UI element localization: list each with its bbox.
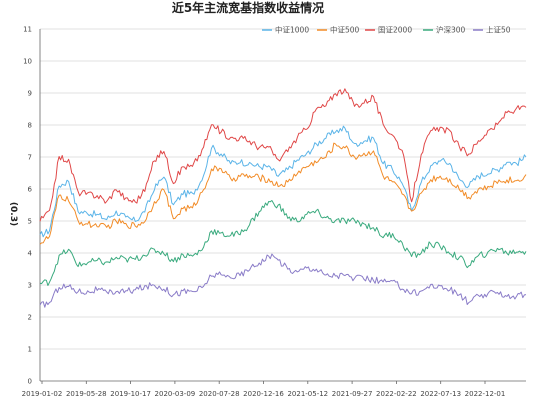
series-line-3 xyxy=(39,88,527,222)
y-tick-label: 8 xyxy=(28,122,32,130)
y-tick-label: 9 xyxy=(28,90,32,98)
y-tick-label: 10 xyxy=(23,58,32,66)
y-tick-label: 4 xyxy=(28,250,33,258)
x-tick-label: 2019-01-02 xyxy=(22,390,63,398)
series-line-1 xyxy=(39,125,527,238)
x-tick-label: 2021-09-27 xyxy=(332,390,373,398)
legend-label: 国证2000 xyxy=(378,26,412,35)
x-tick-label: 2020-12-16 xyxy=(243,390,284,398)
y-tick-label: 11 xyxy=(23,26,32,34)
x-tick-label: 2019-05-28 xyxy=(66,390,107,398)
y-tick-label: 2 xyxy=(28,314,32,322)
y-tick-label: 3 xyxy=(28,282,32,290)
y-axis-label: (0.3) xyxy=(8,202,18,226)
x-tick-label: 2020-03-09 xyxy=(155,390,196,398)
legend-label: 中证500 xyxy=(330,25,360,35)
axes: 0 1 2 3 4 5 6 7 8 9 10 11 2019-01-02 2019-05-28 2019-1… xyxy=(22,26,526,398)
series-line-5 xyxy=(39,253,527,308)
series-line-2 xyxy=(39,142,527,245)
x-tick-label: 2019-10-17 xyxy=(110,390,151,398)
legend-label: 上证50 xyxy=(486,26,511,35)
series-lines xyxy=(39,88,527,308)
y-tick-label: 5 xyxy=(28,218,32,226)
y-tick-label: 7 xyxy=(28,154,32,162)
x-tick-label: 2022-07-13 xyxy=(420,390,461,398)
x-tick-label: 2022-12-01 xyxy=(465,390,506,398)
chart-title: 近5年主流宽基指数收益情况 xyxy=(172,0,324,15)
y-tick-label: 6 xyxy=(28,186,33,194)
legend-label: 沪深300 xyxy=(436,25,466,35)
legend-label: 中证1000 xyxy=(275,25,309,35)
x-tick-label: 2022-02-22 xyxy=(376,390,417,398)
y-tick-label: 1 xyxy=(28,346,32,354)
grid xyxy=(40,28,526,350)
y-tick-label: 0 xyxy=(28,378,32,386)
series-line-4 xyxy=(39,200,527,286)
x-tick-label: 2021-05-12 xyxy=(287,390,328,398)
legend: 中证1000 中证500 国证2000 沪深300 上证50 xyxy=(262,25,511,35)
x-tick-label: 2020-07-28 xyxy=(199,390,240,398)
